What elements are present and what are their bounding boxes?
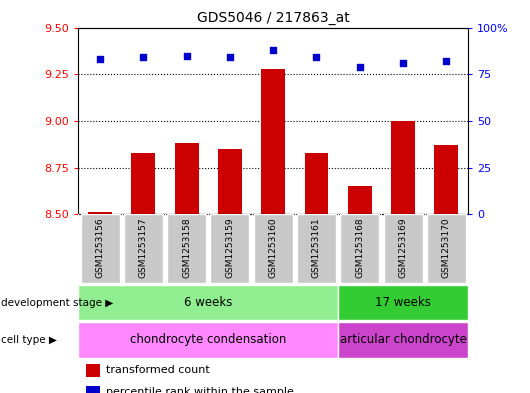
- Bar: [86, 386, 100, 393]
- Text: GSM1253161: GSM1253161: [312, 218, 321, 278]
- Bar: [384, 214, 422, 283]
- Text: articular chondrocyte: articular chondrocyte: [340, 333, 466, 347]
- Bar: [261, 69, 285, 214]
- Text: development stage ▶: development stage ▶: [1, 298, 113, 308]
- Point: [182, 52, 191, 59]
- Bar: [340, 214, 379, 283]
- Text: GSM1253160: GSM1253160: [269, 218, 278, 278]
- Bar: [254, 214, 293, 283]
- Text: 6 weeks: 6 weeks: [184, 296, 233, 309]
- Bar: [338, 285, 468, 320]
- Bar: [435, 145, 458, 214]
- Text: GSM1253157: GSM1253157: [139, 218, 148, 278]
- Text: 17 weeks: 17 weeks: [375, 296, 431, 309]
- Bar: [218, 149, 242, 214]
- Bar: [124, 214, 163, 283]
- Bar: [338, 322, 468, 358]
- Bar: [297, 214, 336, 283]
- Text: transformed count: transformed count: [105, 365, 209, 375]
- Point: [96, 56, 104, 62]
- Bar: [427, 214, 466, 283]
- Bar: [348, 186, 372, 214]
- Title: GDS5046 / 217863_at: GDS5046 / 217863_at: [197, 11, 350, 25]
- Bar: [88, 212, 112, 214]
- Bar: [78, 285, 338, 320]
- Bar: [175, 143, 199, 214]
- Text: GSM1253169: GSM1253169: [399, 218, 408, 278]
- Point: [356, 64, 364, 70]
- Point: [269, 47, 278, 53]
- Bar: [78, 322, 338, 358]
- Bar: [167, 214, 206, 283]
- Point: [312, 54, 321, 61]
- Text: GSM1253158: GSM1253158: [182, 218, 191, 278]
- Bar: [210, 214, 250, 283]
- Text: GSM1253156: GSM1253156: [95, 218, 104, 278]
- Bar: [131, 152, 155, 214]
- Text: chondrocyte condensation: chondrocyte condensation: [130, 333, 287, 347]
- Bar: [81, 214, 120, 283]
- Text: GSM1253159: GSM1253159: [225, 218, 234, 278]
- Point: [226, 54, 234, 61]
- Text: GSM1253170: GSM1253170: [442, 218, 451, 278]
- Text: GSM1253168: GSM1253168: [355, 218, 364, 278]
- Point: [399, 60, 407, 66]
- Bar: [86, 364, 100, 377]
- Point: [442, 58, 450, 64]
- Bar: [305, 152, 329, 214]
- Text: percentile rank within the sample: percentile rank within the sample: [105, 387, 294, 393]
- Text: cell type ▶: cell type ▶: [1, 335, 57, 345]
- Point: [139, 54, 147, 61]
- Bar: [391, 121, 415, 214]
